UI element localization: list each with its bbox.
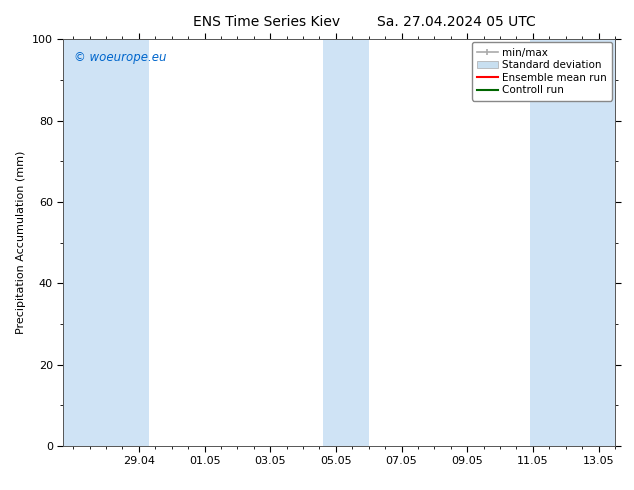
Legend: min/max, Standard deviation, Ensemble mean run, Controll run: min/max, Standard deviation, Ensemble me… (472, 42, 612, 100)
Text: Sa. 27.04.2024 05 UTC: Sa. 27.04.2024 05 UTC (377, 15, 536, 29)
Text: ENS Time Series Kiev: ENS Time Series Kiev (193, 15, 340, 29)
Bar (323, 39, 369, 446)
Y-axis label: Precipitation Accumulation (mm): Precipitation Accumulation (mm) (16, 151, 27, 334)
Bar (63, 39, 149, 446)
Text: © woeurope.eu: © woeurope.eu (74, 51, 167, 64)
Bar (529, 39, 615, 446)
